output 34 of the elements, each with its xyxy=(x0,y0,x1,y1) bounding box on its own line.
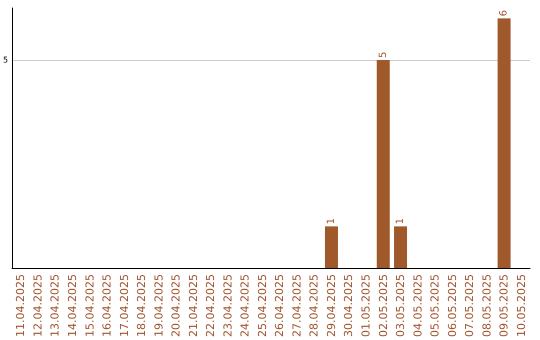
x-tick-label: 05.05.2025 xyxy=(428,274,442,337)
x-tick-label: 12.04.2025 xyxy=(31,274,44,337)
x-tick-label: 09.05.2025 xyxy=(498,274,511,337)
x-tick-label: 25.04.2025 xyxy=(256,274,269,337)
x-tick-label: 03.05.2025 xyxy=(394,274,408,337)
x-tick-label: 27.04.2025 xyxy=(290,274,304,337)
x-tick-label: 07.05.2025 xyxy=(463,274,476,337)
data-label: 5 xyxy=(378,52,389,58)
x-tick-label: 11.04.2025 xyxy=(14,274,28,337)
x-tick-label: 15.04.2025 xyxy=(83,274,96,337)
x-tick-label: 16.04.2025 xyxy=(100,274,114,337)
data-label: 1 xyxy=(326,218,337,224)
x-tick-label: 26.04.2025 xyxy=(273,274,286,337)
data-label: 1 xyxy=(395,218,406,224)
x-tick-label: 04.05.2025 xyxy=(411,274,424,337)
x-tick-label: 17.04.2025 xyxy=(118,274,131,337)
x-tick-label: 18.04.2025 xyxy=(135,274,148,337)
x-tick-label: 20.04.2025 xyxy=(170,274,183,337)
x-tick-label: 29.04.2025 xyxy=(324,274,338,337)
x-tick-label: 14.04.2025 xyxy=(66,274,80,337)
x-tick-label: 10.05.2025 xyxy=(514,274,528,337)
x-tick-label: 06.05.2025 xyxy=(446,274,459,337)
x-tick-label: 24.04.2025 xyxy=(238,274,252,337)
x-tick-label: 02.05.2025 xyxy=(376,274,390,337)
data-label: 6 xyxy=(498,10,510,16)
x-tick-label: 23.04.2025 xyxy=(221,274,234,337)
x-tick-label: 19.04.2025 xyxy=(152,274,166,337)
x-tick-label: 13.04.2025 xyxy=(48,274,62,337)
x-tick-label: 21.04.2025 xyxy=(186,274,200,337)
x-tick-label: 30.04.2025 xyxy=(342,274,356,337)
x-tick-label: 22.04.2025 xyxy=(204,274,218,337)
x-tick-label: 01.05.2025 xyxy=(359,274,372,337)
x-tick-label: 08.05.2025 xyxy=(480,274,494,337)
x-tick-label: 28.04.2025 xyxy=(308,274,321,337)
